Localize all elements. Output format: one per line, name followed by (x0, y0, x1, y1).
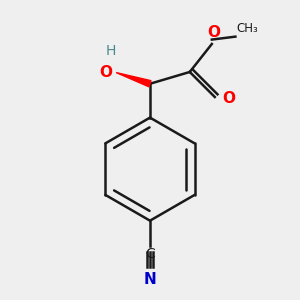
Text: O: O (222, 91, 235, 106)
Text: H: H (106, 44, 116, 58)
Text: CH₃: CH₃ (237, 22, 259, 35)
Text: O: O (100, 65, 112, 80)
Polygon shape (116, 73, 151, 87)
Text: C: C (145, 247, 155, 261)
Text: O: O (207, 26, 220, 40)
Text: N: N (144, 272, 156, 287)
